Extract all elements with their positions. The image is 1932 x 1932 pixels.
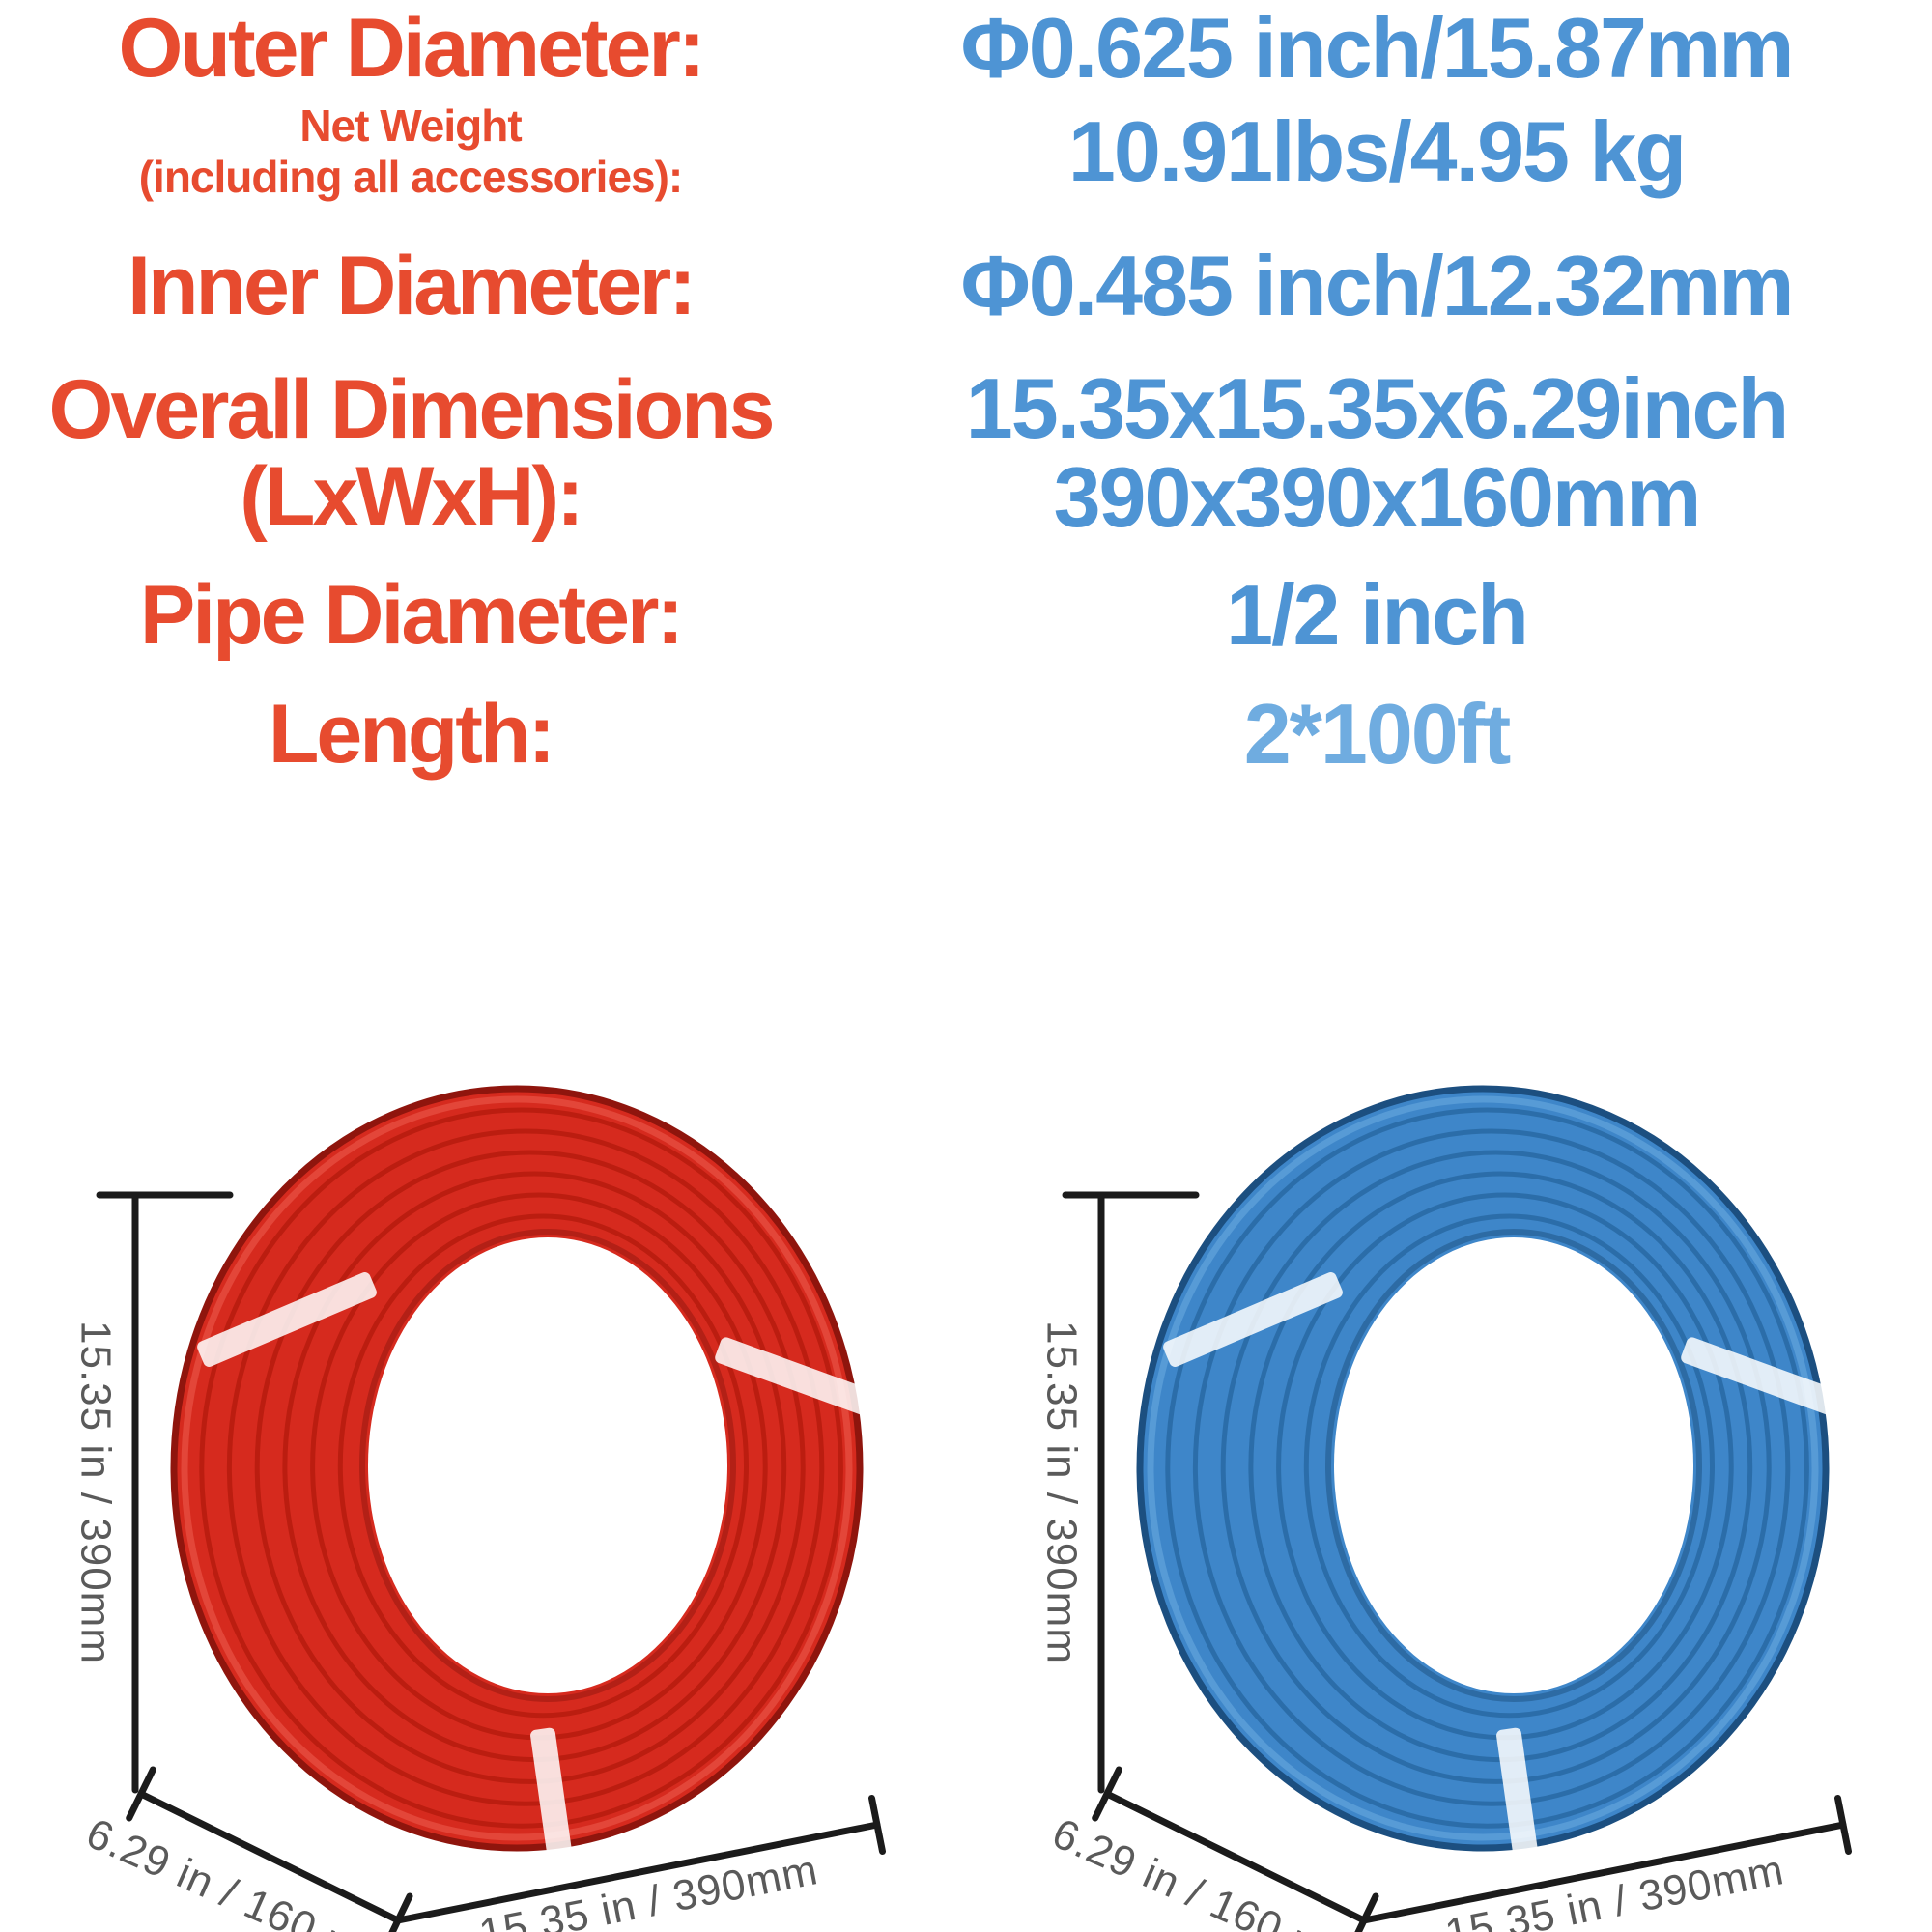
spec-table: Outer Diameter: Φ0.625 inch/15.87mm Net … xyxy=(0,0,1932,779)
blue-coil-diagram: 15.35 in / 390mm 6.29 in / 160 mm 15.35 … xyxy=(1037,1085,1852,1932)
white-strap-bottom xyxy=(530,1727,575,1880)
pipe-diameter-label: Pipe Diameter: xyxy=(139,569,684,663)
net-weight-value: 10.91lbs/4.95 kg xyxy=(1067,103,1687,200)
blue-coil-illustration xyxy=(1136,1085,1847,1880)
red-coil-diagram: 15.35 in / 390mm 6.29 in / 160 mm 15.35 … xyxy=(71,1085,886,1932)
net-weight-label-line2: (including all accessories): xyxy=(138,152,684,203)
spec-row-net-weight: Net Weight (including all accessories): … xyxy=(0,100,1932,203)
white-strap-top-left xyxy=(1163,1272,1343,1367)
blue-coil-figure: 15.35 in / 390mm 6.29 in / 160 mm 15.35 … xyxy=(966,1063,1932,1932)
red-coil-width-dim-label: 15.35 in / 390mm xyxy=(475,1846,822,1932)
spec-row-length: Length: 2*100ft xyxy=(0,685,1932,781)
outer-diameter-value: Φ0.625 inch/15.87mm xyxy=(960,0,1795,96)
overall-dimensions-label-line2: (LxWxH): xyxy=(240,449,583,543)
width-dim-cap-right xyxy=(868,1795,886,1855)
white-strap-top-right xyxy=(1681,1337,1847,1418)
length-value: 2*100ft xyxy=(1243,685,1512,781)
spec-row-overall-dimensions: Overall Dimensions (LxWxH): 15.35x15.35x… xyxy=(0,359,1932,545)
width-dim-line xyxy=(394,1821,881,1924)
overall-dimensions-value: 15.35x15.35x6.29inch 390x390x160mm xyxy=(821,359,1932,545)
net-weight-label: Net Weight (including all accessories): xyxy=(0,100,821,203)
red-coil-height-dim-label: 15.35 in / 390mm xyxy=(71,1321,119,1664)
spec-row-pipe-diameter: Pipe Diameter: 1/2 inch xyxy=(0,567,1932,664)
depth-dim-line xyxy=(1103,1790,1368,1924)
inner-diameter-value: Φ0.485 inch/12.32mm xyxy=(960,238,1795,334)
coil-figures: 15.35 in / 390mm 6.29 in / 160 mm 15.35 … xyxy=(0,1063,1932,1932)
red-coil-depth-dim-label: 6.29 in / 160 mm xyxy=(79,1809,402,1932)
overall-dimensions-label-line1: Overall Dimensions xyxy=(48,362,776,456)
blue-coil-dimension-lines xyxy=(1062,1191,1852,1932)
white-strap-top-right xyxy=(715,1337,881,1418)
outer-diameter-label: Outer Diameter: xyxy=(118,2,706,96)
net-weight-label-line1: Net Weight xyxy=(299,100,522,152)
white-strap-top-left xyxy=(197,1272,377,1367)
blue-coil-height-dim-label: 15.35 in / 390mm xyxy=(1037,1321,1085,1664)
spec-row-inner-diameter: Inner Diameter: Φ0.485 inch/12.32mm xyxy=(0,238,1932,334)
red-coil-illustration xyxy=(170,1085,881,1880)
red-coil-dimension-lines xyxy=(96,1191,886,1932)
overall-dimensions-value-line2: 390x390x160mm xyxy=(1053,448,1702,545)
width-dim-cap-right xyxy=(1834,1795,1852,1855)
blue-coil-width-dim-label: 15.35 in / 390mm xyxy=(1441,1846,1788,1932)
pipe-diameter-value: 1/2 inch xyxy=(1226,567,1529,664)
red-coil-figure: 15.35 in / 390mm 6.29 in / 160 mm 15.35 … xyxy=(0,1063,966,1932)
spec-row-outer-diameter: Outer Diameter: Φ0.625 inch/15.87mm xyxy=(0,0,1932,96)
white-strap-bottom xyxy=(1496,1727,1541,1880)
width-dim-line xyxy=(1360,1821,1847,1924)
depth-dim-line xyxy=(137,1790,402,1924)
overall-dimensions-value-line1: 15.35x15.35x6.29inch xyxy=(965,359,1789,456)
overall-dimensions-label: Overall Dimensions (LxWxH): xyxy=(0,362,821,543)
blue-coil-depth-dim-label: 6.29 in / 160 mm xyxy=(1045,1809,1368,1932)
inner-diameter-label: Inner Diameter: xyxy=(128,240,696,333)
length-label: Length: xyxy=(268,687,555,781)
